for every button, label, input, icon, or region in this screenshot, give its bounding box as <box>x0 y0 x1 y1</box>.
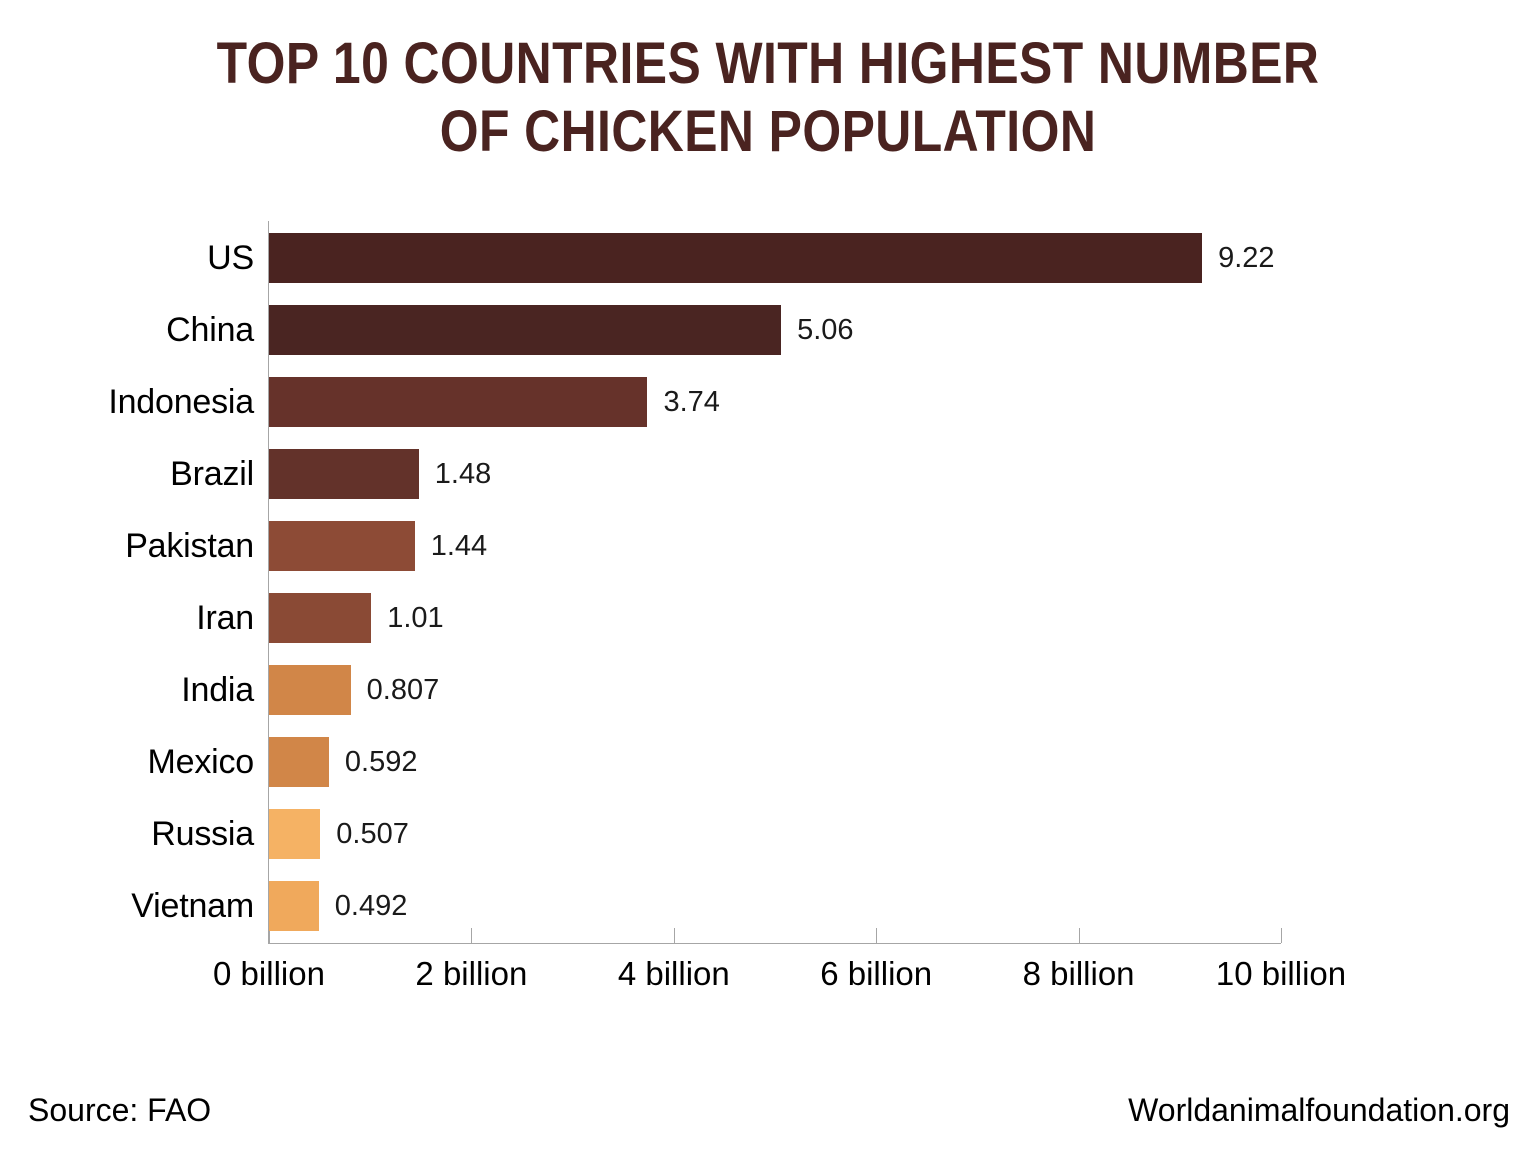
bar-row: US 9.22 <box>0 222 1536 294</box>
bar-value-label: 0.592 <box>344 745 418 778</box>
x-axis-tick <box>673 928 675 943</box>
x-axis-tick-label: 4 billion <box>617 955 730 992</box>
bar-row: Mexico 0.592 <box>0 726 1536 798</box>
bar-row: China 5.06 <box>0 294 1536 366</box>
category-label: Pakistan <box>125 526 254 565</box>
x-axis-tick <box>471 928 473 943</box>
bar <box>269 521 415 571</box>
category-label: Russia <box>151 814 254 853</box>
bar-value-label: 0.492 <box>334 889 408 922</box>
x-axis-tick <box>876 928 878 943</box>
bar-row: India 0.807 <box>0 654 1536 726</box>
bar-value-label: 3.74 <box>663 385 720 418</box>
x-axis-tick-label: 6 billion <box>820 955 933 992</box>
x-axis-tick <box>1281 928 1282 943</box>
bar <box>269 809 321 859</box>
category-label: Vietnam <box>131 886 254 925</box>
bar-value-label: 5.06 <box>797 313 854 346</box>
y-axis-line <box>268 221 269 943</box>
bar <box>269 305 782 355</box>
x-axis-tick <box>1078 928 1080 943</box>
category-label: Mexico <box>147 742 255 781</box>
x-axis-tick-label: 2 billion <box>415 955 528 992</box>
category-label: Brazil <box>170 454 254 493</box>
bar <box>269 665 351 715</box>
x-axis-tick-label: 0 billion <box>213 955 325 992</box>
bar-value-label: 0.807 <box>366 673 440 706</box>
bar <box>269 449 419 499</box>
bar-row: Iran 1.01 <box>0 582 1536 654</box>
bar <box>269 737 329 787</box>
bar-value-label: 1.48 <box>434 457 492 490</box>
website-credit: Worldanimalfoundation.org <box>1128 1092 1510 1128</box>
bar <box>269 881 319 931</box>
page-title: TOP 10 COUNTRIES WITH HIGHEST NUMBER OF … <box>216 31 1320 165</box>
category-label: Iran <box>196 598 254 637</box>
bar-row: Vietnam 0.492 <box>0 870 1536 942</box>
bar-row: Brazil 1.48 <box>0 438 1536 510</box>
bar-row: Russia 0.507 <box>0 798 1536 870</box>
bar <box>269 377 648 427</box>
x-axis-line <box>268 943 1281 944</box>
bar-row: Indonesia 3.74 <box>0 366 1536 438</box>
bar <box>269 233 1203 283</box>
bar <box>269 593 372 643</box>
bar-value-label: 1.44 <box>430 529 488 562</box>
bar-row: Pakistan 1.44 <box>0 510 1536 582</box>
bar-value-label: 9.22 <box>1218 241 1275 274</box>
category-label: China <box>166 310 254 349</box>
source-credit: Source: FAO <box>28 1092 212 1128</box>
category-label: US <box>207 238 254 277</box>
x-axis-tick-label: 8 billion <box>1022 955 1135 992</box>
bar-value-label: 0.507 <box>336 817 409 850</box>
x-axis-tick-label: 10 billion <box>1215 955 1347 992</box>
bar-value-label: 1.01 <box>387 601 444 634</box>
category-label: India <box>181 670 254 709</box>
x-axis-tick <box>269 928 270 943</box>
category-label: Indonesia <box>108 382 254 421</box>
